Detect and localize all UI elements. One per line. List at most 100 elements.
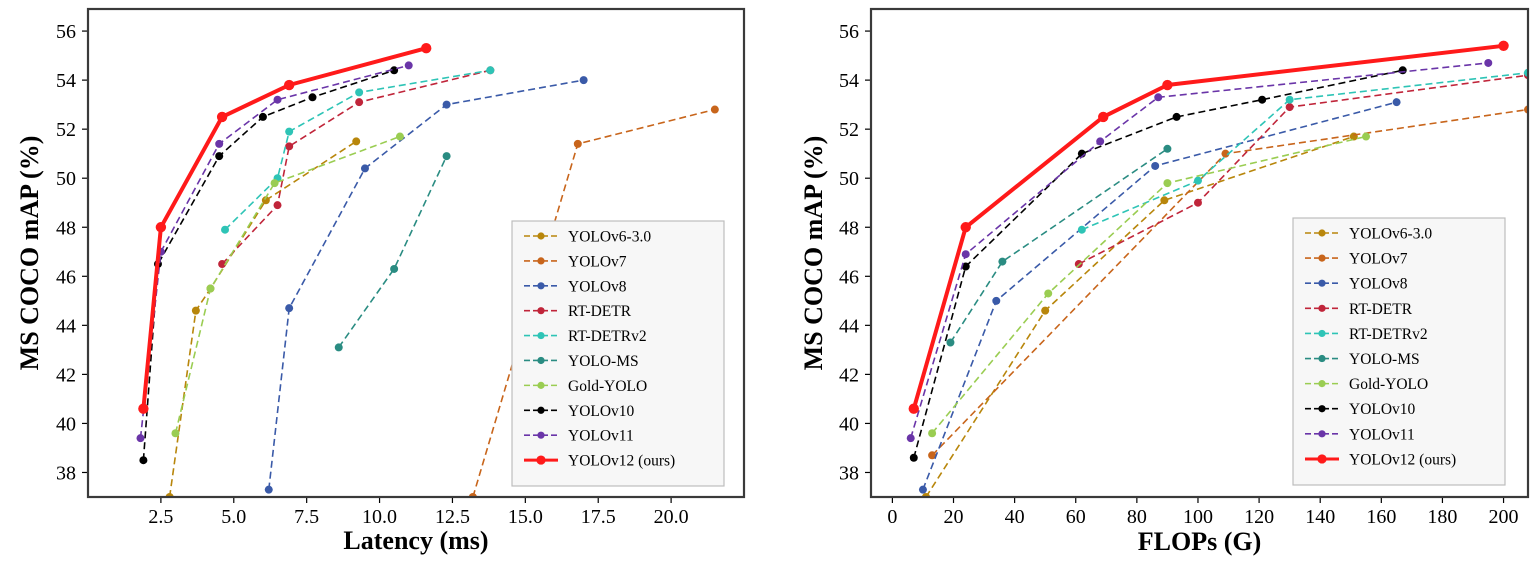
x-tick-label: 20.0 (654, 506, 689, 528)
legend-marker (1318, 329, 1326, 338)
legend-marker (537, 406, 545, 414)
data-point (1096, 137, 1105, 146)
series-line (338, 155, 448, 348)
legend-label: RT-DETRv2 (568, 328, 647, 345)
legend-marker (537, 307, 545, 315)
data-point (1151, 161, 1160, 170)
data-point (946, 338, 955, 347)
x-tick-label: 180 (1427, 506, 1457, 528)
y-tick-label: 54 (839, 70, 859, 92)
y-tick-label: 50 (839, 168, 859, 190)
y-tick-label: 52 (839, 119, 859, 141)
legend-label: YOLO-MS (1349, 351, 1420, 368)
y-tick-label: 56 (56, 21, 76, 43)
x-tick-label: 0 (887, 506, 897, 528)
data-point (390, 264, 399, 273)
legend: YOLOv6-3.0 YOLOv7 YOLOv8 RT-DETR RT-DETRv2 YO… (511, 220, 725, 487)
legend-label: Gold-YOLO (1349, 376, 1428, 393)
y-tick-label: 42 (839, 364, 859, 386)
data-point (960, 222, 971, 233)
x-tick-label: 140 (1305, 506, 1335, 528)
x-tick-label: 200 (1489, 506, 1519, 528)
legend-label: YOLOv10 (1349, 401, 1416, 418)
data-point (1193, 198, 1202, 207)
data-point (1193, 176, 1202, 185)
legend-marker (537, 257, 545, 265)
data-point (395, 132, 404, 141)
y-axis-label: MS COCO mAP (%) (799, 136, 828, 371)
data-point (191, 306, 200, 315)
y-tick-label: 44 (839, 315, 859, 337)
y-tick-label: 52 (56, 119, 76, 141)
x-tick-label: 2.5 (148, 506, 173, 528)
y-tick-label: 54 (56, 70, 76, 92)
data-point (139, 456, 148, 465)
legend-label: YOLO-MS (568, 353, 639, 370)
data-point (390, 66, 399, 75)
legend-marker (1318, 229, 1326, 237)
data-point (285, 304, 294, 313)
x-tick-label: 10.0 (362, 506, 397, 528)
plot-frame (869, 7, 1530, 499)
x-tick-label: 60 (1066, 506, 1086, 528)
series-line (922, 101, 1397, 490)
data-point (285, 142, 294, 151)
x-tick-label: 7.5 (294, 506, 319, 528)
data-point (138, 403, 149, 414)
legend-label: RT-DETRv2 (1349, 326, 1428, 343)
legend-label: YOLOv11 (568, 428, 634, 445)
plot-area (906, 40, 1528, 497)
legend-marker (537, 381, 545, 389)
legend-box (1292, 217, 1506, 486)
data-point (1172, 112, 1181, 121)
data-point (352, 137, 361, 146)
data-point (360, 164, 369, 173)
data-point (579, 76, 588, 85)
data-point (906, 434, 915, 443)
plot-frame (86, 7, 746, 499)
chart-panel-2: 0 20 40 60 80 100 120 140 160 180 200 38 40 42 44 46 48 5… (799, 7, 1530, 556)
data-point (221, 225, 230, 234)
y-tick-label: 50 (56, 168, 76, 190)
chart-panel-1: 2.5 5.0 7.5 10.0 12.5 15.0 17.5 20.0 38 40 42 44 46 4… (15, 7, 746, 555)
data-point (404, 61, 413, 70)
data-point (171, 429, 180, 438)
legend-label: YOLOv6-3.0 (1349, 226, 1432, 243)
y-tick-label: 38 (56, 462, 76, 484)
legend-marker (1318, 354, 1326, 363)
data-point (908, 403, 919, 414)
data-point (283, 79, 295, 91)
data-point (1362, 132, 1371, 141)
data-point (1163, 179, 1172, 188)
data-point (206, 284, 215, 293)
data-point (1160, 196, 1169, 205)
data-point (355, 98, 364, 107)
data-point (1392, 98, 1401, 107)
legend-marker (1318, 279, 1326, 287)
data-point (218, 260, 227, 269)
y-tick-label: 38 (839, 462, 859, 484)
x-tick-label: 12.5 (435, 506, 470, 528)
legend-marker (1318, 380, 1326, 388)
data-point (1154, 93, 1163, 102)
data-point (1162, 79, 1173, 91)
data-point (442, 100, 451, 109)
data-point (273, 95, 282, 104)
data-point (961, 250, 970, 259)
data-point (909, 453, 918, 462)
series-line (949, 148, 1168, 343)
data-point (270, 179, 279, 188)
legend-label: YOLOv11 (1349, 426, 1415, 443)
data-point (215, 152, 224, 161)
legend-marker (1318, 254, 1326, 262)
data-point (442, 152, 451, 161)
series-line (174, 135, 401, 434)
data-point (573, 139, 582, 148)
series-line (139, 64, 409, 439)
plot-area (136, 43, 719, 497)
y-tick-label: 46 (839, 266, 859, 288)
data-point (1258, 95, 1267, 104)
legend-marker (1318, 304, 1326, 312)
data-point (285, 127, 294, 136)
